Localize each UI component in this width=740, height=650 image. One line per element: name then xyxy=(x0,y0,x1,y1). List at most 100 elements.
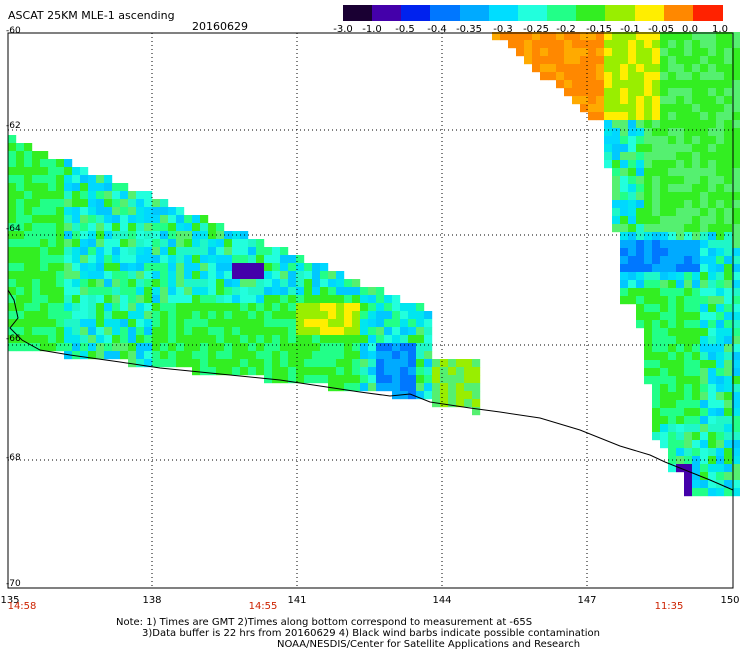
swath-cell xyxy=(176,215,185,224)
swath-cell xyxy=(620,240,629,249)
swath-cell xyxy=(128,263,137,272)
swath-cell xyxy=(256,359,265,368)
swath-cell xyxy=(192,223,201,232)
swath-cell xyxy=(16,319,25,328)
swath-cell xyxy=(684,96,693,105)
swath-cell xyxy=(724,416,733,425)
swath-cell xyxy=(152,215,161,224)
swath-cell xyxy=(604,160,613,169)
swath-cell xyxy=(660,128,669,137)
lat-label-62: -62 xyxy=(6,121,21,131)
swath-cell xyxy=(732,40,740,49)
swath-cell xyxy=(120,263,129,272)
swath-cell xyxy=(556,64,565,73)
swath-cell xyxy=(676,200,685,209)
swath-cell xyxy=(612,80,621,89)
swath-cell xyxy=(248,239,257,248)
swath-cell xyxy=(352,335,361,344)
swath-cell xyxy=(572,88,581,97)
swath-cell xyxy=(644,104,653,113)
swath-cell xyxy=(296,375,305,384)
swath-cell xyxy=(472,391,481,400)
swath-cell xyxy=(676,408,685,417)
colorbar-label: 1.0 xyxy=(712,24,728,35)
swath-cell xyxy=(80,279,89,288)
swath-cell xyxy=(280,375,289,384)
swath-cell xyxy=(312,263,321,272)
swath-cell xyxy=(472,407,481,416)
swath-cell xyxy=(120,335,129,344)
swath-cell xyxy=(104,343,113,352)
swath-cell xyxy=(40,343,49,352)
swath-cell xyxy=(700,176,709,185)
swath-cell xyxy=(176,303,185,312)
swath-cell xyxy=(732,368,740,377)
swath-cell xyxy=(424,319,433,328)
swath-cell xyxy=(112,271,121,280)
swath-cell xyxy=(192,303,201,312)
swath-cell xyxy=(716,240,725,249)
swath-cell xyxy=(96,207,105,216)
swath-cell xyxy=(56,183,65,192)
swath-cell xyxy=(732,376,740,385)
swath-cell xyxy=(708,352,717,361)
swath-cell xyxy=(208,295,217,304)
swath-cell xyxy=(604,72,613,81)
swath-cell xyxy=(208,223,217,232)
note-line-3: NOAA/NESDIS/Center for Satellite Applica… xyxy=(277,639,581,650)
swath-cell xyxy=(572,40,581,49)
swath-cell xyxy=(136,311,145,320)
swath-cell xyxy=(564,72,573,81)
swath-cell xyxy=(708,264,717,273)
swath-cell xyxy=(272,263,281,272)
swath-cell xyxy=(724,448,733,457)
swath-cell xyxy=(684,256,693,265)
swath-cell xyxy=(288,343,297,352)
swath-cell xyxy=(660,256,669,265)
swath-cell xyxy=(636,288,645,297)
swath-cell xyxy=(604,128,613,137)
swath-cell xyxy=(160,335,169,344)
swath-cell xyxy=(184,279,193,288)
swath-cell xyxy=(684,440,693,449)
swath-cell xyxy=(24,239,33,248)
swath-cell xyxy=(456,383,465,392)
swath-cell xyxy=(660,176,669,185)
swath-cell xyxy=(184,271,193,280)
swath-cell xyxy=(264,351,273,360)
swath-cell xyxy=(128,199,137,208)
swath-cell xyxy=(724,408,733,417)
swath-cell xyxy=(644,288,653,297)
swath-cell xyxy=(508,40,517,49)
swath-cell xyxy=(72,247,81,256)
swath-cell xyxy=(724,296,733,305)
swath-cell xyxy=(320,263,329,272)
swath-cell xyxy=(628,112,637,121)
swath-cell xyxy=(716,304,725,313)
swath-cell xyxy=(48,287,57,296)
swath-cell xyxy=(160,327,169,336)
lat-label-66: -66 xyxy=(6,334,21,344)
swath-cell xyxy=(612,216,621,225)
swath-cell xyxy=(708,480,717,489)
swath-cell xyxy=(676,128,685,137)
swath-cell xyxy=(676,184,685,193)
swath-cell xyxy=(668,312,677,321)
swath-cell xyxy=(240,263,249,272)
swath-cell xyxy=(128,343,137,352)
swath-cell xyxy=(716,40,725,49)
swath-cell xyxy=(716,72,725,81)
swath-cell xyxy=(248,319,257,328)
swath-cell xyxy=(224,303,233,312)
swath-cell xyxy=(264,367,273,376)
swath-cell xyxy=(96,255,105,264)
swath-cell xyxy=(628,56,637,65)
swath-cell xyxy=(272,287,281,296)
swath-cell xyxy=(152,199,161,208)
swath-cell xyxy=(160,247,169,256)
swath-cell xyxy=(280,351,289,360)
swath-cell xyxy=(716,168,725,177)
swath-cell xyxy=(352,303,361,312)
swath-cell xyxy=(636,200,645,209)
swath-cell xyxy=(184,319,193,328)
